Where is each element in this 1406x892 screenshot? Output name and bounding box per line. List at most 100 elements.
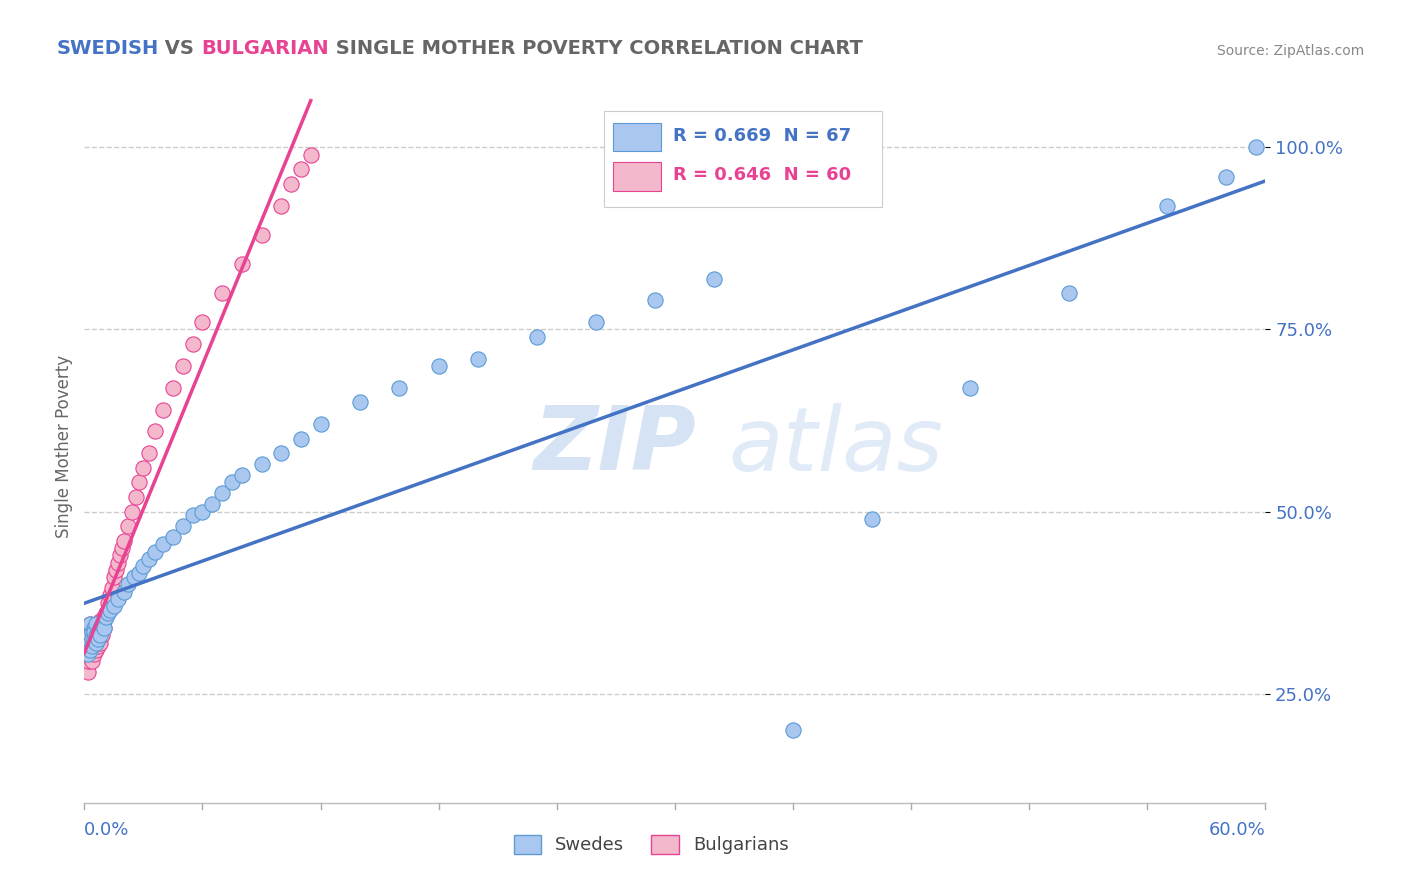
Point [191,504,214,518]
Text: R = 0.669  N = 67: R = 0.669 N = 67 [672,127,851,145]
Point [172,359,194,373]
Point [162,530,184,544]
Point [103,599,125,614]
Text: atlas: atlas [728,403,943,489]
Point [270,199,292,213]
Point [1244,140,1267,154]
Text: ZIP: ZIP [533,402,696,490]
Point [117,519,139,533]
Point [388,381,411,395]
Text: 60.0%: 60.0% [1209,821,1265,839]
Point [77,643,100,657]
Point [132,559,155,574]
FancyBboxPatch shape [605,111,882,207]
Point [1215,169,1237,184]
Point [82,643,104,657]
Point [84,632,107,646]
Point [211,486,233,500]
Point [103,570,125,584]
Point [101,581,124,595]
Point [782,723,804,737]
Point [97,607,120,621]
Point [270,446,292,460]
Point [121,504,143,518]
Point [77,632,100,646]
Point [75,632,97,646]
Point [124,490,146,504]
Point [77,639,100,653]
Point [79,643,101,657]
Point [860,512,883,526]
Point [104,563,127,577]
Point [231,257,253,271]
Point [585,315,607,329]
Point [1057,286,1080,301]
Point [75,643,97,657]
Point [87,632,110,646]
Point [75,647,97,661]
Point [181,508,204,523]
Legend: Swedes, Bulgarians: Swedes, Bulgarians [506,828,796,862]
Point [83,635,105,649]
Point [349,395,371,409]
Point [97,596,120,610]
Point [107,591,129,606]
Point [77,665,100,679]
Point [467,351,489,366]
Point [77,647,100,661]
Point [77,621,100,635]
Point [94,607,117,621]
Point [128,475,150,490]
Point [77,654,100,668]
Point [112,533,135,548]
Point [427,359,450,373]
Point [211,286,233,301]
Point [83,647,105,661]
Point [83,624,105,639]
Point [191,315,214,329]
Point [79,617,101,632]
Point [181,337,204,351]
Point [91,617,114,632]
Text: 0.0%: 0.0% [84,821,129,839]
Y-axis label: Single Mother Poverty: Single Mother Poverty [55,354,73,538]
Point [89,614,111,628]
Point [290,432,312,446]
Point [117,577,139,591]
Point [112,584,135,599]
Point [93,614,115,628]
Point [152,537,174,551]
Point [75,624,97,639]
Point [87,639,110,653]
Point [89,628,111,642]
Point [77,632,100,646]
Point [75,635,97,649]
Point [79,628,101,642]
Point [959,381,981,395]
Point [82,632,104,646]
Point [201,497,224,511]
Point [309,417,332,432]
Point [122,570,145,584]
Point [162,381,184,395]
Point [91,617,114,632]
Point [93,621,115,635]
Point [98,588,121,602]
Point [75,639,97,653]
Point [79,635,101,649]
Point [84,628,107,642]
Point [87,628,110,642]
Point [94,610,117,624]
Point [143,425,166,439]
Bar [613,123,661,152]
Point [250,457,273,471]
Point [132,460,155,475]
Point [221,475,243,490]
Point [83,632,105,646]
Point [83,624,105,639]
Text: VS: VS [159,39,201,58]
Bar [613,162,661,191]
Point [138,552,160,566]
Point [107,556,129,570]
Point [82,639,104,653]
